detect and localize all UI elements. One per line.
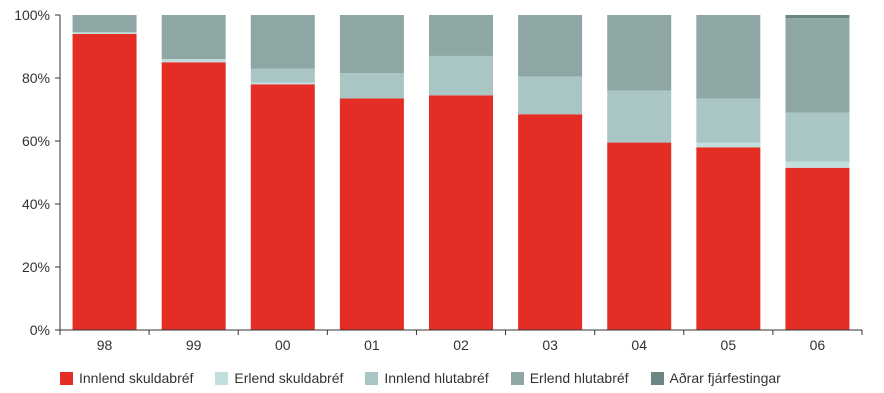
chart-legend: Innlend skuldabréf Erlend skuldabréf Innle… <box>60 370 781 386</box>
bar-segment-3 <box>785 18 850 113</box>
bar-segment-0 <box>339 98 404 330</box>
legend-label: Aðrar fjárfestingar <box>669 370 781 386</box>
legend-label: Erlend hlutabréf <box>529 370 629 386</box>
bar-segment-3 <box>696 15 761 99</box>
bar-stack-05 <box>696 15 761 330</box>
bar-segment-0 <box>250 84 315 330</box>
legend-label: Erlend skuldabréf <box>234 370 344 386</box>
legend-swatch <box>365 371 379 385</box>
bar-stack-98 <box>72 15 137 331</box>
legend-item: Erlend skuldabréf <box>215 370 343 386</box>
bars <box>72 15 850 331</box>
y-axis: 0% 20% 40% 60% 80% 100% <box>14 7 61 338</box>
bar-segment-3 <box>339 15 404 74</box>
y-tick-label: 100% <box>14 7 50 23</box>
legend-item: Innlend skuldabréf <box>60 370 193 386</box>
y-tick-label: 60% <box>22 133 50 149</box>
x-tick-label: 03 <box>542 337 558 353</box>
bar-segment-1 <box>72 32 137 34</box>
x-tick-label: 01 <box>364 337 380 353</box>
legend-item: Innlend hlutabréf <box>365 370 489 386</box>
bar-segment-2 <box>429 55 493 96</box>
x-tick-label: 05 <box>721 337 737 353</box>
y-tick-label: 80% <box>22 70 50 86</box>
legend-swatch <box>510 371 524 385</box>
bar-stack-00 <box>250 15 315 330</box>
bar-segment-2 <box>696 98 761 143</box>
x-tick-label: 02 <box>453 337 469 353</box>
bar-segment-3 <box>161 15 226 60</box>
bar-segment-3 <box>607 15 672 91</box>
bar-segment-3 <box>250 15 315 69</box>
legend-swatch <box>650 371 664 385</box>
bar-segment-2 <box>518 76 583 115</box>
y-tick-label: 20% <box>22 259 50 275</box>
bar-segment-0 <box>518 114 583 330</box>
bar-segment-0 <box>696 147 761 330</box>
bar-segment-4 <box>785 15 850 19</box>
legend-item: Erlend hlutabréf <box>510 370 629 386</box>
x-tick-label: 00 <box>275 337 291 353</box>
bar-segment-2 <box>250 68 315 83</box>
bar-segment-0 <box>785 167 850 330</box>
bar-segment-1 <box>161 59 226 63</box>
x-tick-label: 04 <box>631 337 647 353</box>
legend-label: Innlend hlutabréf <box>384 370 489 386</box>
bar-segment-2 <box>607 90 672 143</box>
bar-stack-04 <box>607 15 672 330</box>
x-tick-label: 99 <box>186 337 202 353</box>
y-tick-label: 40% <box>22 196 50 212</box>
bar-segment-2 <box>785 112 850 162</box>
bar-stack-06 <box>785 15 850 330</box>
x-tick-label: 06 <box>810 337 826 353</box>
x-tick-label: 98 <box>97 337 113 353</box>
bar-segment-1 <box>696 142 761 148</box>
legend-swatch <box>60 371 73 385</box>
legend-swatch <box>215 371 229 385</box>
legend-item: Aðrar fjárfestingar <box>650 370 781 386</box>
bar-stack-01 <box>339 15 404 330</box>
x-axis: 98 99 00 01 02 03 04 05 06 <box>59 329 863 353</box>
bar-stack-03 <box>518 15 583 330</box>
bar-segment-0 <box>607 142 672 330</box>
legend-label: Innlend skuldabréf <box>79 370 194 386</box>
bar-segment-0 <box>72 33 137 331</box>
bar-segment-1 <box>785 161 850 168</box>
y-tick-label: 0% <box>30 322 50 338</box>
bar-segment-1 <box>250 82 315 85</box>
bar-segment-0 <box>161 62 226 330</box>
bar-stack-02 <box>429 15 493 330</box>
bar-segment-0 <box>429 95 493 330</box>
bar-segment-2 <box>339 73 404 99</box>
bar-segment-3 <box>518 15 583 77</box>
bar-segment-3 <box>72 15 137 33</box>
bar-stack-99 <box>161 15 226 330</box>
bar-segment-3 <box>429 15 493 56</box>
